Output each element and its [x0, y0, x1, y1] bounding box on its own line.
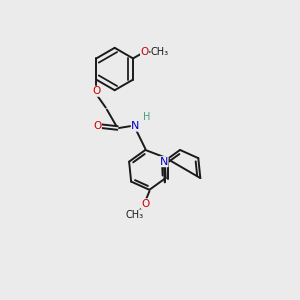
Text: O: O — [92, 86, 100, 96]
Text: N: N — [132, 121, 140, 131]
Text: O: O — [141, 46, 149, 57]
Text: N: N — [160, 157, 168, 167]
Text: H: H — [143, 112, 151, 122]
Text: CH₃: CH₃ — [125, 210, 143, 220]
Text: N: N — [131, 121, 140, 131]
Text: CH₃: CH₃ — [151, 46, 169, 57]
Text: O: O — [93, 121, 101, 131]
Text: O: O — [141, 199, 149, 209]
Text: H: H — [143, 112, 151, 122]
